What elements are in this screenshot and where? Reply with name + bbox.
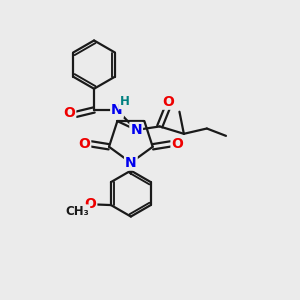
Text: O: O	[84, 197, 96, 212]
Text: O: O	[78, 137, 90, 151]
Text: O: O	[63, 106, 75, 120]
Text: O: O	[163, 95, 175, 109]
Text: N: N	[130, 123, 142, 137]
Text: O: O	[172, 137, 183, 151]
Text: N: N	[125, 156, 137, 170]
Text: CH₃: CH₃	[65, 205, 89, 218]
Text: N: N	[111, 103, 123, 117]
Text: H: H	[119, 95, 129, 108]
